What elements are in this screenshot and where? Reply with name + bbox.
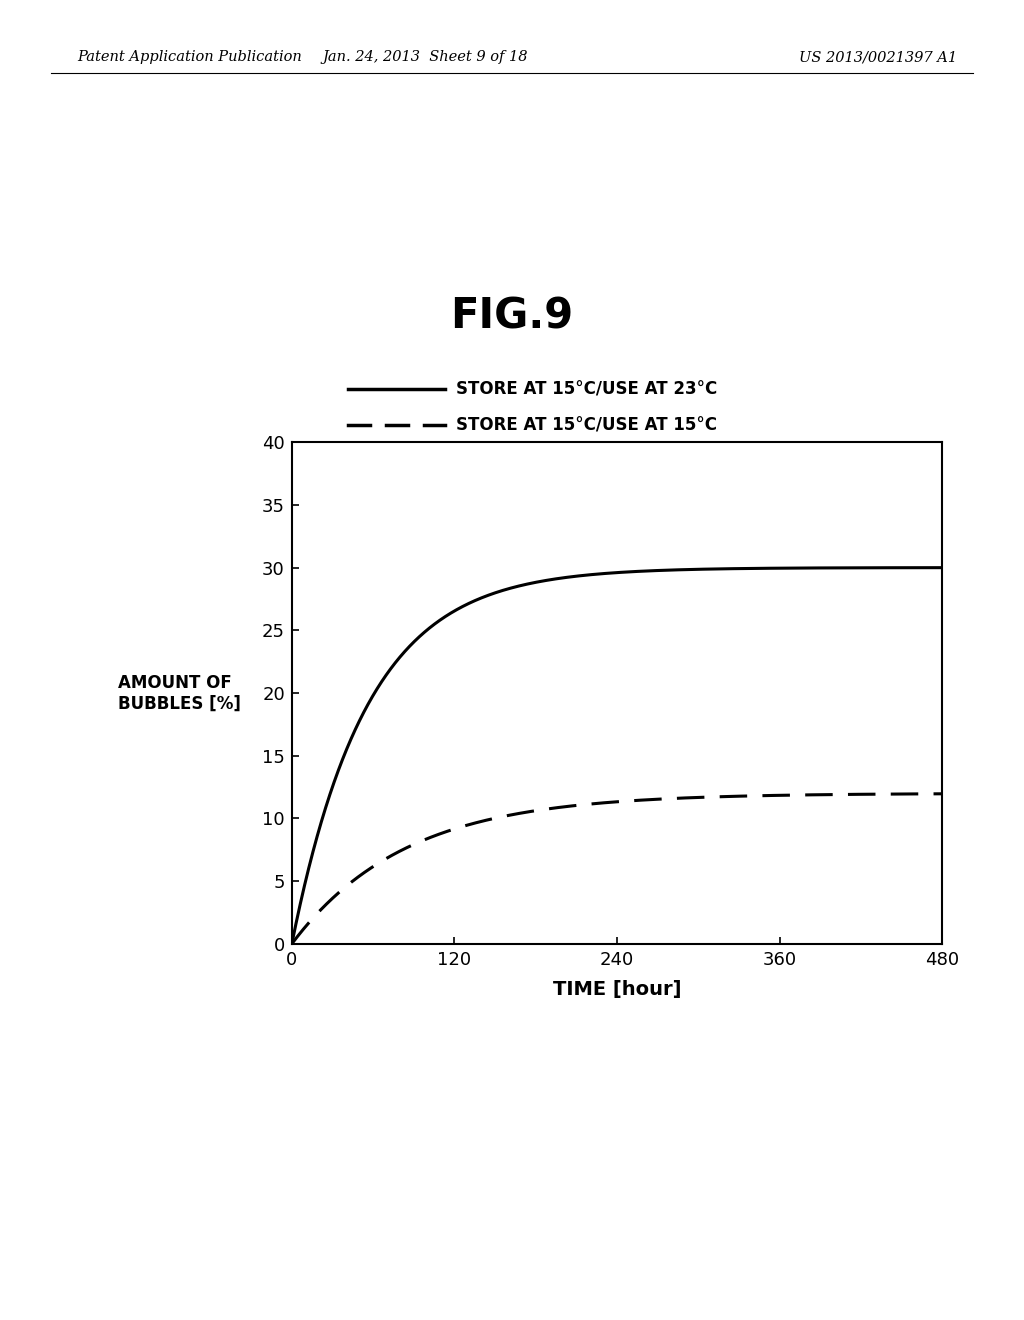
- X-axis label: TIME [hour]: TIME [hour]: [553, 979, 681, 999]
- Text: Patent Application Publication: Patent Application Publication: [77, 50, 301, 65]
- Text: Jan. 24, 2013  Sheet 9 of 18: Jan. 24, 2013 Sheet 9 of 18: [323, 50, 527, 65]
- Text: AMOUNT OF
BUBBLES [%]: AMOUNT OF BUBBLES [%]: [118, 673, 241, 713]
- Text: STORE AT 15°C/USE AT 15°C: STORE AT 15°C/USE AT 15°C: [456, 416, 717, 434]
- Text: STORE AT 15°C/USE AT 23°C: STORE AT 15°C/USE AT 23°C: [456, 380, 717, 399]
- Text: FIG.9: FIG.9: [451, 296, 573, 338]
- Text: US 2013/0021397 A1: US 2013/0021397 A1: [799, 50, 956, 65]
